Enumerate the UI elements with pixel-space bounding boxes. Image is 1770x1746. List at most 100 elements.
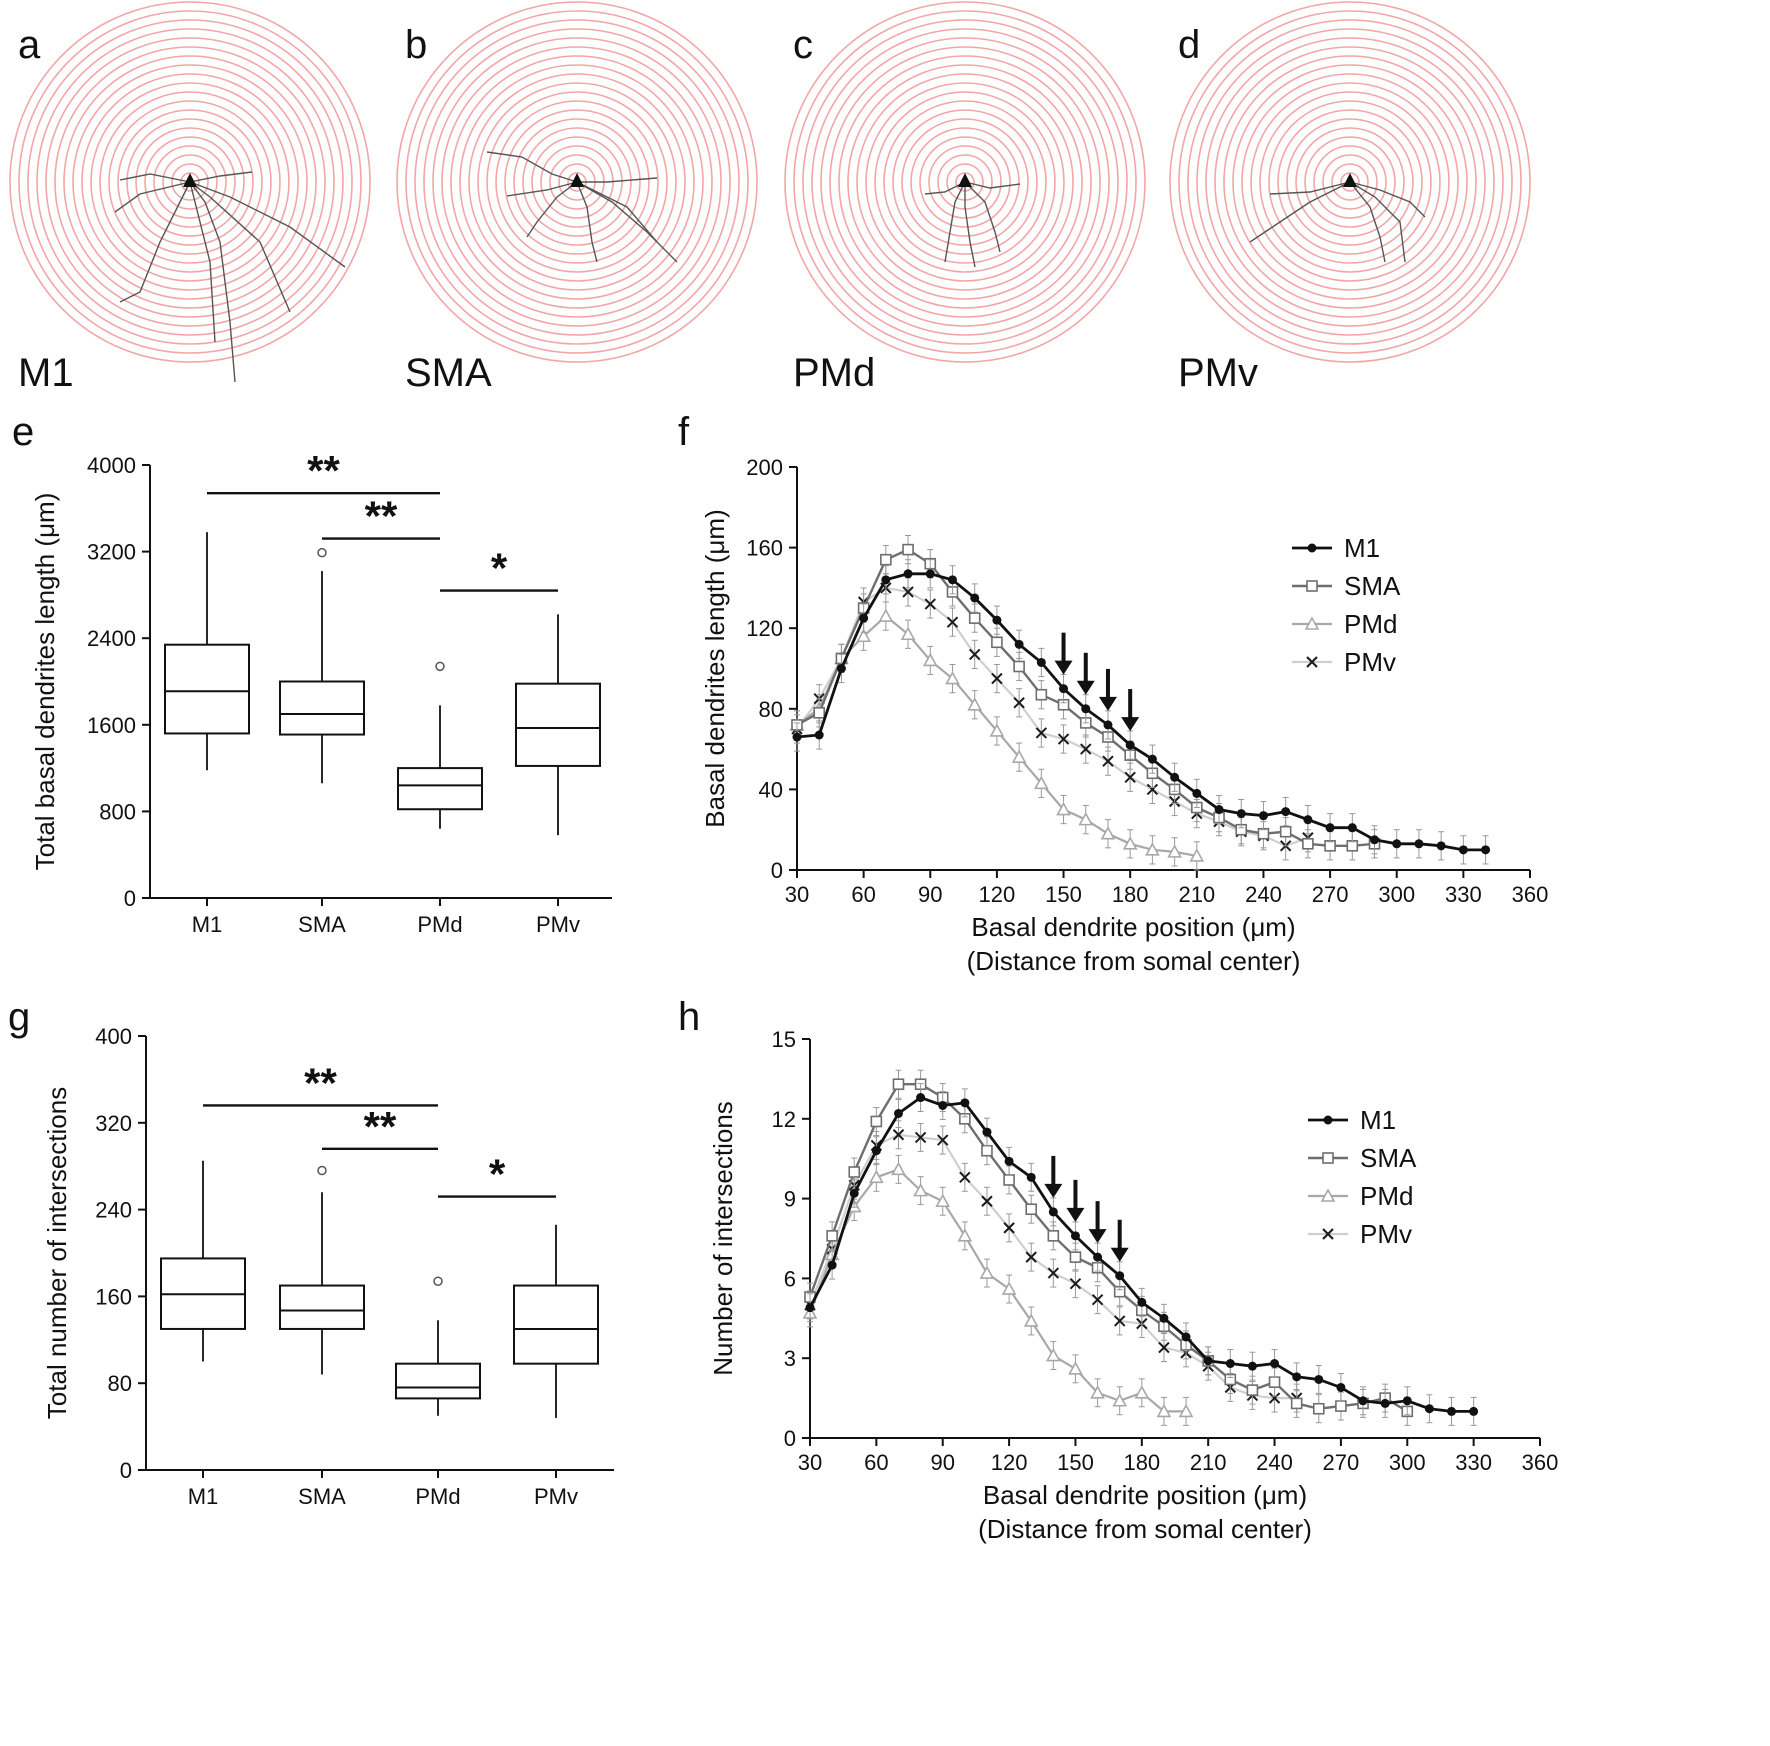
data-point — [1004, 1156, 1014, 1166]
sholl-ring — [1259, 91, 1441, 273]
data-point — [970, 593, 980, 603]
marker-x-stroke — [1102, 755, 1114, 767]
data-point — [1469, 1406, 1479, 1416]
sholl-ring — [1277, 109, 1423, 255]
marker-dot — [1402, 1396, 1412, 1406]
boxplot-total-length: e 0 800 1600 2400 3200 4000 M1 SMA PMd PMv Total ba… — [12, 410, 612, 937]
sholl-ring — [9, 1, 371, 363]
data-point — [935, 1193, 951, 1208]
data-point — [1257, 827, 1270, 840]
marker-dot — [1181, 1332, 1191, 1342]
data-point — [893, 1108, 903, 1118]
marker-square — [1025, 1203, 1038, 1216]
data-point — [1458, 845, 1468, 855]
data-point — [982, 1127, 992, 1137]
significance-stars: ** — [365, 493, 398, 540]
data-point — [946, 616, 959, 628]
marker-x-stroke — [924, 598, 936, 610]
marker-dot — [1323, 1115, 1333, 1125]
data-point — [836, 664, 846, 673]
data-point — [902, 586, 914, 598]
marker-triangle — [935, 1193, 951, 1208]
legend-item-PMv: PMv — [1308, 1219, 1412, 1249]
data-point — [937, 1134, 949, 1146]
data-point — [1035, 688, 1048, 701]
data-point — [1336, 1382, 1346, 1392]
data-point — [922, 652, 938, 667]
y-tick-label: 80 — [759, 697, 783, 722]
marker-square — [991, 636, 1003, 649]
sholl-ring — [504, 109, 650, 255]
marker-dot — [1159, 1313, 1169, 1323]
data-point — [1303, 815, 1313, 825]
x-tick-label: 210 — [1190, 1450, 1227, 1475]
marker-triangle — [1045, 1347, 1061, 1362]
box-iqr — [513, 1284, 599, 1365]
sholl-rings — [784, 1, 1146, 363]
basal-dendrite — [576, 181, 658, 243]
marker-dot — [916, 1093, 926, 1103]
arrow-head — [1088, 1229, 1107, 1244]
data-point — [1013, 660, 1025, 673]
arrow-down-icon — [1066, 1179, 1085, 1222]
data-point — [892, 1129, 905, 1141]
marker-triangle — [1068, 1361, 1083, 1375]
basal-dendrite — [1269, 181, 1351, 195]
data-point — [1402, 1396, 1412, 1406]
sholl-ring — [802, 19, 1128, 345]
data-point — [1056, 801, 1071, 816]
x-tick-label: 330 — [1445, 882, 1482, 907]
marker-triangle — [1178, 1403, 1194, 1418]
data-point — [1290, 1397, 1303, 1410]
marker-triangle — [1033, 775, 1049, 790]
basal-dendrite — [119, 173, 191, 183]
data-point — [1225, 1359, 1235, 1369]
panel-letter-e: e — [12, 410, 34, 454]
legend-item-M1: M1 — [1308, 1105, 1396, 1135]
sholl-ring — [874, 91, 1056, 273]
marker-triangle — [1134, 1385, 1150, 1399]
data-point — [827, 1260, 837, 1270]
marker-square — [826, 1230, 838, 1242]
y-tick-label: 9 — [784, 1187, 796, 1212]
legend-marker — [1306, 656, 1318, 668]
marker-x-stroke — [946, 616, 959, 628]
data-point — [1156, 1403, 1172, 1418]
marker-triangle — [1023, 1313, 1039, 1327]
basal-dendrite — [577, 177, 658, 183]
marker-square — [1268, 1376, 1281, 1388]
marker-dot — [1424, 1404, 1434, 1414]
basal-dendrite — [506, 181, 578, 197]
legend-item-PMv: PMv — [1292, 647, 1396, 677]
sholl-ring — [99, 91, 281, 273]
marker-square — [1324, 840, 1336, 852]
x-tick-label: M1 — [192, 912, 223, 937]
data-point — [871, 1146, 881, 1156]
panel-letter-c: c — [793, 23, 813, 67]
marker-x-stroke — [914, 1131, 927, 1144]
series-SMA — [804, 1069, 1414, 1426]
sholl-ring — [81, 73, 299, 291]
data-point — [1025, 1251, 1037, 1263]
data-point — [1069, 1278, 1082, 1290]
panel-letter-h: h — [678, 995, 700, 1039]
data-point — [848, 1166, 861, 1178]
data-point — [1048, 1207, 1058, 1217]
data-point — [1178, 1403, 1194, 1418]
marker-dot — [1247, 1361, 1257, 1371]
data-point — [1113, 1315, 1126, 1327]
data-point — [960, 1098, 970, 1108]
legend-marker — [1323, 1115, 1333, 1125]
y-tick-label: 160 — [95, 1284, 132, 1309]
marker-dot — [1392, 839, 1402, 849]
box-M1 — [164, 532, 250, 771]
sholl-ring — [18, 10, 362, 354]
marker-dot — [1059, 684, 1069, 694]
series-line — [808, 1083, 1408, 1413]
x-axis-label: Basal dendrite position (μm) — [971, 912, 1295, 942]
sholl-ring — [838, 55, 1092, 309]
data-point — [945, 670, 960, 685]
data-point — [1035, 727, 1048, 739]
marker-dot — [1380, 1398, 1390, 1408]
data-point — [1047, 1267, 1060, 1279]
